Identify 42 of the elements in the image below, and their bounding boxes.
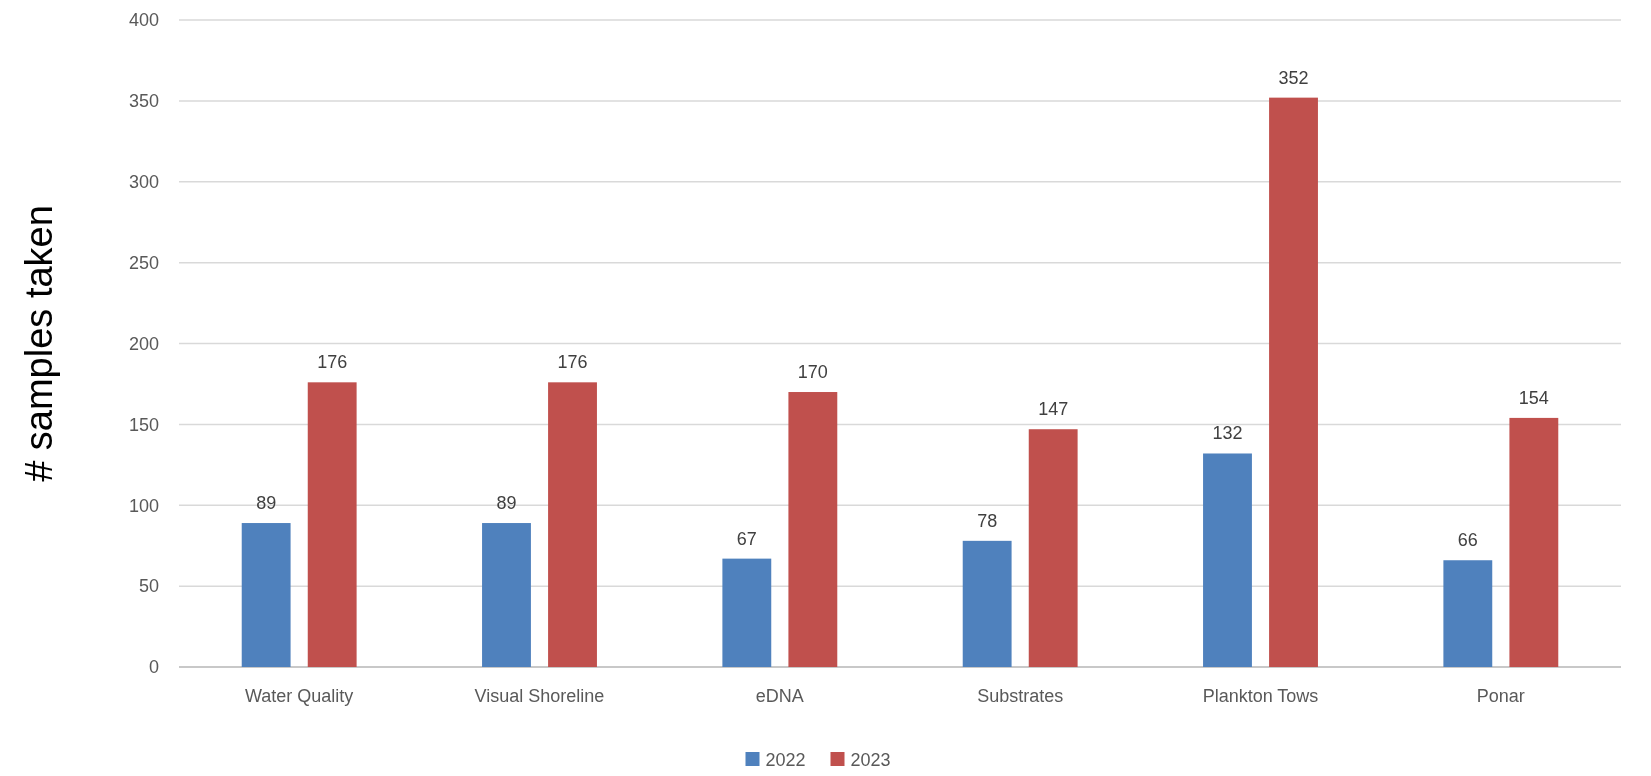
data-label: 78 [977, 510, 998, 531]
legend-label: 2023 [850, 750, 891, 770]
data-label: 154 [1518, 387, 1549, 408]
bar [722, 558, 772, 667]
x-tick-label: Ponar [1476, 686, 1525, 706]
y-tick-label: 0 [148, 657, 159, 678]
data-label: 352 [1278, 67, 1309, 88]
data-label: 147 [1038, 399, 1069, 420]
data-label: 132 [1212, 423, 1243, 444]
data-label: 170 [797, 362, 828, 383]
x-tick-label: eDNA [755, 686, 804, 706]
bar [1269, 97, 1318, 667]
bar [1443, 560, 1493, 667]
bar [1203, 453, 1252, 667]
y-tick-label: 300 [128, 172, 159, 193]
y-tick-label: 150 [128, 414, 159, 435]
bar [548, 382, 597, 667]
data-label: 67 [736, 528, 757, 549]
y-axis-title: # samples taken [18, 205, 60, 482]
data-label: 176 [557, 352, 588, 373]
data-label: 66 [1457, 530, 1478, 551]
bar [1028, 429, 1078, 667]
x-tick-label: Visual Shoreline [474, 686, 605, 706]
y-tick-label: 350 [128, 91, 159, 112]
bar [1509, 417, 1559, 667]
y-tick-label: 200 [128, 333, 159, 354]
y-tick-label: 250 [128, 252, 159, 273]
bar [788, 392, 838, 667]
data-label: 89 [496, 493, 517, 514]
x-tick-label: Plankton Tows [1202, 686, 1319, 706]
y-tick-label: 400 [128, 10, 159, 31]
bar [482, 523, 531, 667]
data-label: 89 [256, 493, 277, 514]
bar [307, 382, 357, 667]
data-label: 176 [317, 352, 348, 373]
legend-label: 2022 [765, 750, 806, 770]
x-tick-label: Water Quality [244, 686, 354, 706]
bar [962, 540, 1012, 667]
y-tick-label: 50 [138, 576, 159, 597]
x-tick-label: Substrates [977, 686, 1064, 706]
y-tick-label: 100 [128, 495, 159, 516]
bar [241, 523, 291, 667]
